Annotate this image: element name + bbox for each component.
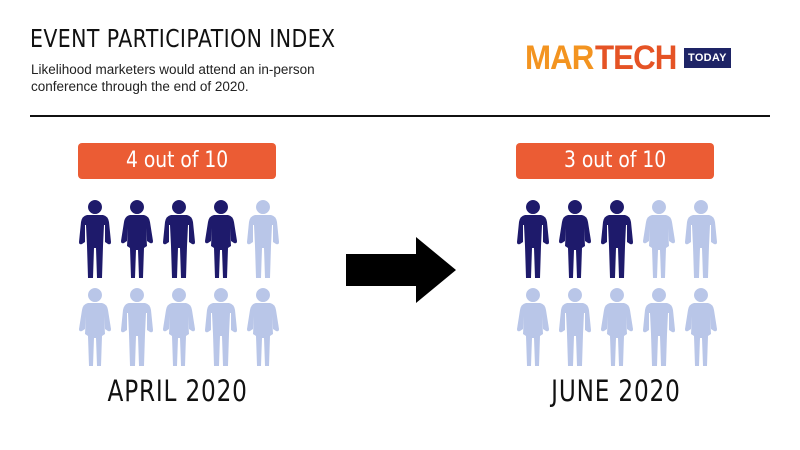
person-icon-empty-10 <box>247 288 279 366</box>
person-icon-empty-7 <box>121 288 153 366</box>
april-pictogram <box>78 198 288 370</box>
person-icon-empty-8 <box>163 288 195 366</box>
person-icon-empty-9 <box>205 288 237 366</box>
june-period-text: JUNE 2020 <box>551 374 681 408</box>
person-icon-filled-3 <box>163 200 195 278</box>
person-icon-empty-5 <box>247 200 279 278</box>
martech-today-logo: MAR TECH TODAY <box>525 40 731 76</box>
person-icon-empty-6 <box>79 288 111 366</box>
person-icon-filled-1 <box>517 200 549 278</box>
june-value-badge: 3 out of 10 <box>516 143 714 179</box>
right-arrow-icon <box>346 237 456 303</box>
logo-text-mar: MAR <box>525 39 594 77</box>
person-icon-filled-2 <box>559 200 591 278</box>
person-icon-empty-7 <box>559 288 591 366</box>
person-icon-filled-4 <box>205 200 237 278</box>
person-icon-empty-10 <box>685 288 717 366</box>
logo-text-tech: TECH <box>595 39 677 77</box>
april-period-text: APRIL 2020 <box>107 374 249 408</box>
logo-text-today: TODAY <box>684 48 731 68</box>
person-icon-empty-8 <box>601 288 633 366</box>
person-icon-filled-2 <box>121 200 153 278</box>
person-icon-empty-5 <box>685 200 717 278</box>
header-divider <box>30 115 770 117</box>
person-icon-filled-3 <box>601 200 633 278</box>
june-value-label: 3 out of 10 <box>563 148 667 173</box>
april-period-label: APRIL 2020 <box>58 374 298 408</box>
person-icon-filled-1 <box>79 200 111 278</box>
person-icon-empty-6 <box>517 288 549 366</box>
april-value-label: 4 out of 10 <box>125 148 229 173</box>
chart-title: EVENT PARTICIPATION INDEX <box>30 24 336 53</box>
april-value-badge: 4 out of 10 <box>78 143 276 179</box>
person-icon-empty-9 <box>643 288 675 366</box>
june-period-label: JUNE 2020 <box>496 374 736 408</box>
person-icon-empty-4 <box>643 200 675 278</box>
june-pictogram <box>516 198 726 370</box>
chart-subtitle: Likelihood marketers would attend an in-… <box>31 62 315 94</box>
